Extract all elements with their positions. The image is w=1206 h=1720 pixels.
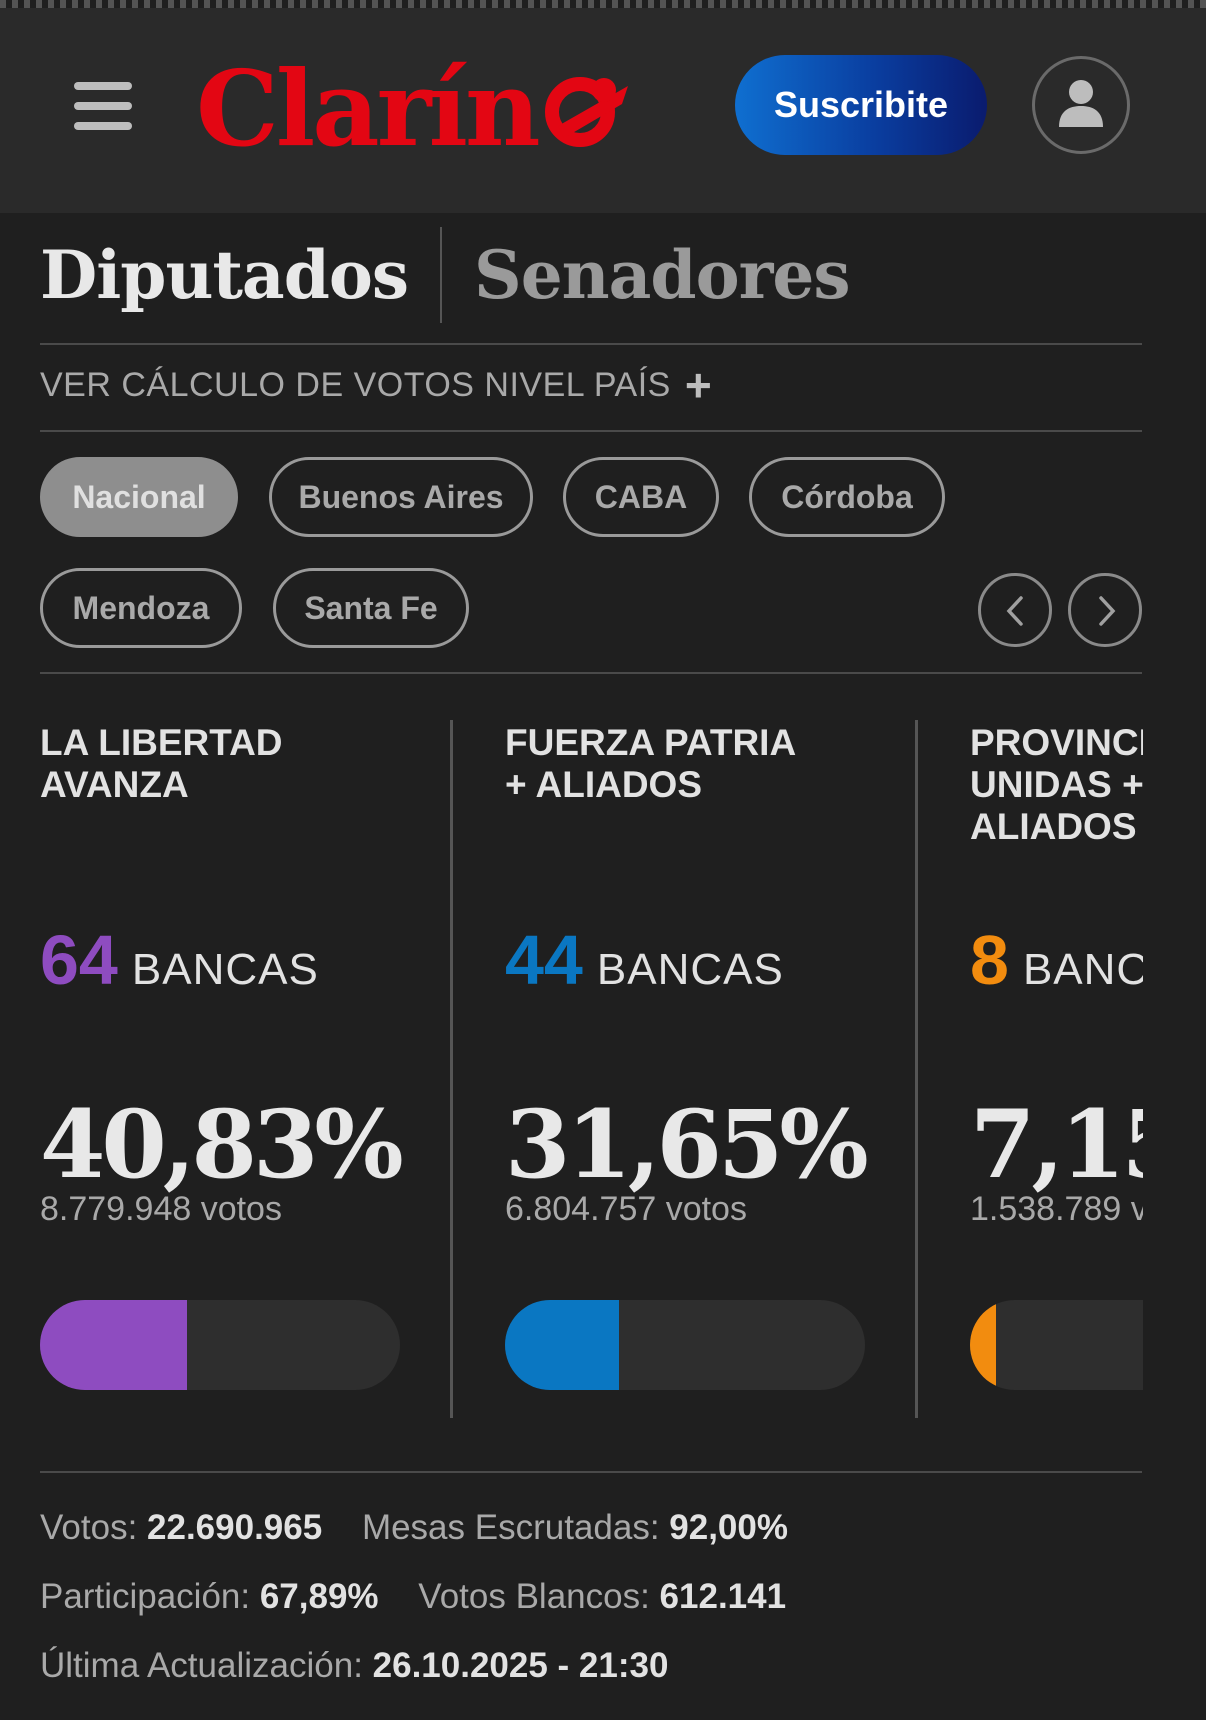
- filter-mendoza[interactable]: Mendoza: [40, 568, 242, 648]
- tab-divider: [440, 227, 443, 323]
- logo-text: Clarín: [196, 47, 541, 170]
- chevron-left-icon: [1006, 596, 1023, 626]
- subscribe-button[interactable]: Suscribite: [735, 55, 987, 155]
- filter-caba[interactable]: CABA: [563, 457, 719, 537]
- plus-icon: +: [684, 359, 713, 411]
- filter-santa-fe[interactable]: Santa Fe: [273, 568, 469, 648]
- vote-percentage: 31,65%: [505, 1090, 869, 1200]
- vote-share-bar-fill: [505, 1300, 619, 1390]
- stats-row-2: Participación: 67,89% Votos Blancos: 612…: [40, 1577, 786, 1617]
- blancos-value: 612.141: [659, 1577, 787, 1616]
- hamburger-menu-icon[interactable]: [74, 82, 132, 132]
- site-header: Clarín Suscribite: [0, 8, 1206, 213]
- vote-count: 6.804.757 votos: [505, 1190, 747, 1228]
- stats-row-1: Votos: 22.690.965 Mesas Escrutadas: 92,0…: [40, 1508, 788, 1548]
- vote-count: 1.538.789 votos: [970, 1190, 1143, 1228]
- stats-row-3: Última Actualización: 26.10.2025 - 21:30: [40, 1646, 668, 1686]
- divider: [40, 672, 1142, 674]
- vote-share-bar-fill: [40, 1300, 187, 1390]
- party-results-carousel[interactable]: LA LIBERTAD AVANZA 64 BANCAS 40,83% 8.77…: [0, 720, 1143, 1420]
- top-dashed-stripe: [0, 0, 1206, 8]
- next-arrow-button[interactable]: [1068, 573, 1142, 647]
- participacion-label: Participación:: [40, 1577, 260, 1616]
- ver-calculo-label: VER CÁLCULO DE VOTOS NIVEL PAÍS: [40, 365, 671, 404]
- vote-share-bar: [40, 1300, 400, 1390]
- seats-count: 8 BANCAS: [970, 921, 1143, 999]
- logo-mark-icon: [544, 77, 628, 147]
- divider: [40, 1471, 1142, 1473]
- actualizacion-value: 26.10.2025 - 21:30: [372, 1646, 669, 1685]
- seats-count: 64 BANCAS: [40, 921, 319, 999]
- vote-percentage: 7,15%: [970, 1090, 1143, 1200]
- party-name: FUERZA PATRIA + ALIADOS: [505, 722, 797, 805]
- divider: [40, 430, 1142, 432]
- filter-nacional[interactable]: Nacional: [40, 457, 238, 537]
- actualizacion-label: Última Actualización:: [40, 1646, 373, 1685]
- blancos-label: Votos Blancos:: [418, 1577, 660, 1616]
- vote-share-bar: [970, 1300, 1143, 1390]
- chamber-tabs: Diputados Senadores: [40, 225, 851, 325]
- mesas-label: Mesas Escrutadas:: [361, 1508, 670, 1547]
- seats-count: 44 BANCAS: [505, 921, 784, 999]
- mesas-value: 92,00%: [669, 1508, 788, 1547]
- vote-count: 8.779.948 votos: [40, 1190, 282, 1228]
- party-name: LA LIBERTAD AVANZA: [40, 722, 283, 805]
- votos-label: Votos:: [40, 1508, 148, 1547]
- card-divider: [915, 720, 918, 1418]
- card-divider: [450, 720, 453, 1418]
- ver-calculo-link[interactable]: VER CÁLCULO DE VOTOS NIVEL PAÍS +: [40, 362, 712, 408]
- tab-diputados[interactable]: Diputados: [40, 236, 409, 314]
- filter-cordoba[interactable]: Córdoba: [749, 457, 945, 537]
- votos-value: 22.690.965: [147, 1508, 323, 1547]
- party-card-fuerza-patria: FUERZA PATRIA + ALIADOS 44 BANCAS 31,65%…: [505, 720, 905, 1420]
- prev-arrow-button[interactable]: [978, 573, 1052, 647]
- vote-percentage: 40,83%: [40, 1090, 404, 1200]
- participacion-value: 67,89%: [259, 1577, 379, 1616]
- party-card-provincias-unidas: PROVINCIAS UNIDAS + ALIADOS 8 BANCAS 7,1…: [970, 720, 1143, 1420]
- tab-senadores[interactable]: Senadores: [474, 236, 850, 314]
- chevron-right-icon: [1099, 596, 1116, 626]
- vote-share-bar-fill: [970, 1300, 996, 1390]
- vote-share-bar: [505, 1300, 865, 1390]
- filter-buenos-aires[interactable]: Buenos Aires: [269, 457, 533, 537]
- clarin-logo[interactable]: Clarín: [196, 54, 630, 164]
- divider: [40, 343, 1142, 345]
- party-name: PROVINCIAS UNIDAS + ALIADOS: [970, 722, 1143, 847]
- user-account-icon[interactable]: [1032, 56, 1130, 154]
- party-card-la-libertad-avanza: LA LIBERTAD AVANZA 64 BANCAS 40,83% 8.77…: [40, 720, 440, 1420]
